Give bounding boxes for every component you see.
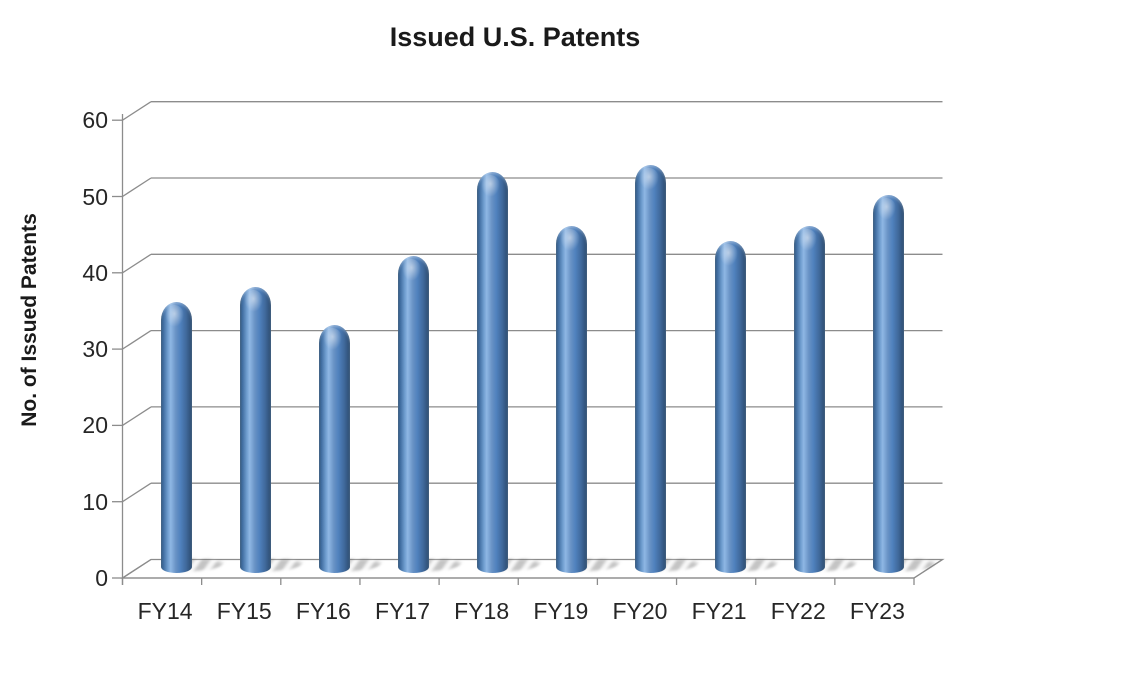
depth-connector-60 — [122, 101, 152, 121]
depth-connector-40 — [122, 253, 152, 274]
y-tick-label: 0 — [95, 565, 108, 591]
chart-title: Issued U.S. Patents — [389, 22, 641, 52]
bar-fy23 — [872, 195, 904, 573]
bar-fy15 — [239, 286, 271, 573]
x-tick-label: FY21 — [691, 598, 747, 624]
y-tick-label: 30 — [82, 336, 108, 363]
y-tick-label: 20 — [82, 412, 108, 439]
y-tick-label: 50 — [82, 183, 108, 210]
bar-fy20 — [635, 164, 667, 573]
y-tick-label: 60 — [82, 107, 108, 134]
y-tick-label: 40 — [82, 259, 108, 286]
bar-fy21 — [714, 240, 746, 573]
x-tick-label: FY22 — [770, 598, 826, 624]
depth-connector-20 — [122, 406, 152, 426]
depth-connector-0 — [122, 558, 152, 579]
x-tick-label: FY20 — [612, 598, 668, 624]
x-tick-label: FY18 — [454, 598, 510, 624]
x-tick-label: FY14 — [137, 598, 193, 624]
bar-fy16 — [318, 324, 350, 573]
depth-connector-30 — [122, 330, 152, 350]
x-tick-label: FY23 — [849, 598, 905, 624]
y-tick-label: 10 — [82, 488, 108, 515]
depth-connector-10 — [122, 482, 152, 503]
x-tick-label: FY19 — [533, 598, 589, 624]
x-tick-label: FY16 — [295, 598, 351, 624]
bar-fy22 — [793, 225, 825, 573]
bar-fy19 — [556, 225, 588, 573]
x-tick-label: FY15 — [216, 598, 272, 624]
bar-fy18 — [477, 172, 509, 573]
x-tick-label: FY17 — [375, 598, 430, 624]
depth-connector-50 — [122, 177, 152, 198]
bar-fy17 — [398, 256, 430, 573]
bar-fy14 — [160, 301, 192, 573]
floor-right-edge — [913, 558, 943, 579]
